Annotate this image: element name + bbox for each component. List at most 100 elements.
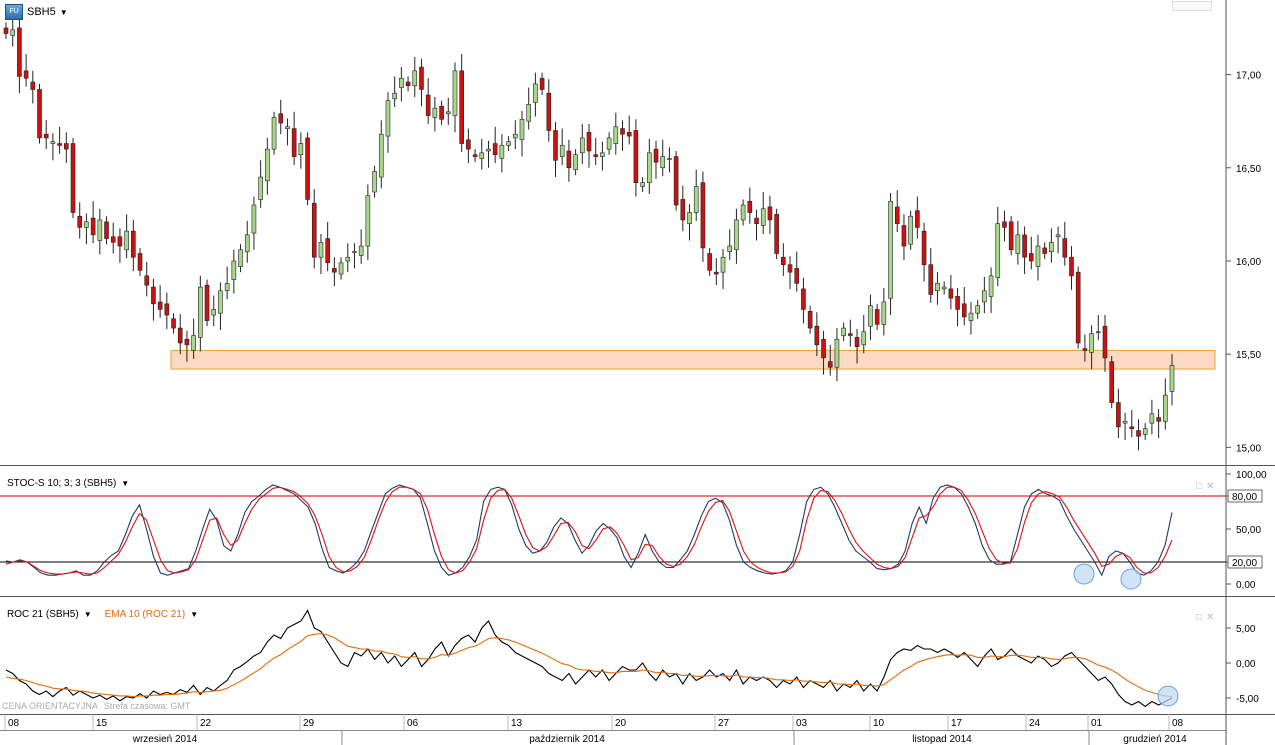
stoch-k-line — [5, 484, 1173, 577]
candle — [841, 322, 846, 342]
candle — [975, 300, 980, 319]
candle — [231, 249, 237, 294]
candle — [171, 313, 176, 334]
candle — [868, 294, 873, 341]
candle — [700, 171, 706, 262]
candle — [794, 251, 800, 292]
candle — [486, 140, 491, 168]
timezone-label: Strefa czasowa: GMT — [103, 701, 191, 711]
symbol-selector[interactable]: FU SBH5 ▼ — [5, 4, 68, 20]
chevron-down-icon[interactable]: ▼ — [83, 610, 92, 619]
candle — [177, 314, 183, 355]
roc-label-text[interactable]: ROC 21 (SBH5) — [7, 609, 79, 620]
candle — [298, 132, 304, 169]
candle — [961, 287, 967, 326]
roc-chart[interactable]: 5,00 0,00 -5,00 — [0, 597, 1275, 714]
candle — [1142, 423, 1148, 440]
candle — [1082, 334, 1088, 362]
close-icon[interactable]: ✕ — [1206, 481, 1215, 492]
candle — [258, 160, 263, 208]
close-icon[interactable]: ✕ — [1206, 612, 1215, 623]
candle — [807, 305, 813, 334]
candle — [332, 257, 337, 287]
candle — [955, 287, 960, 327]
stoch-tick-label: 50,00 — [1236, 525, 1261, 536]
candle — [338, 257, 344, 280]
candle — [432, 96, 438, 132]
stoch-label-text: STOC-S 10; 3; 3 (SBH5) — [7, 478, 117, 489]
candle — [767, 195, 773, 234]
candle — [131, 219, 136, 272]
candle — [680, 185, 686, 232]
candle — [928, 247, 934, 303]
candle — [57, 126, 62, 154]
candle — [70, 137, 76, 219]
candle — [385, 92, 391, 153]
candle — [445, 97, 451, 125]
candle — [64, 132, 69, 164]
candle — [1042, 242, 1047, 260]
candle — [17, 19, 22, 94]
x-day-label: 20 — [615, 718, 627, 729]
chevron-down-icon[interactable]: ▼ — [190, 610, 199, 619]
candle — [546, 79, 552, 142]
price-panel[interactable]: 17,00 16,50 16,00 15,50 15,00 FU SBH5 ▼ — [0, 0, 1275, 466]
candle — [848, 319, 853, 347]
price-tick-label: 16,50 — [1236, 164, 1261, 175]
candle — [325, 221, 330, 272]
candle — [667, 147, 672, 173]
candle — [43, 120, 49, 150]
x-day-label: 08 — [8, 718, 20, 729]
candle — [566, 139, 572, 182]
candle — [479, 138, 485, 170]
x-day-label: 24 — [1029, 718, 1041, 729]
price-tick-label: 15,00 — [1236, 443, 1261, 454]
candle — [251, 196, 257, 250]
x-day-label: 10 — [873, 718, 885, 729]
x-day-label: 08 — [1172, 718, 1184, 729]
x-day-label: 27 — [718, 718, 730, 729]
maximize-icon[interactable]: □ — [1196, 481, 1203, 492]
roc-panel[interactable]: 5,00 0,00 -5,00 ROC 21 (SBH5) ▼ EMA 10 (RO… — [0, 597, 1275, 714]
candle — [968, 301, 974, 335]
maximize-icon[interactable]: □ — [1196, 612, 1203, 623]
price-chart[interactable]: 17,00 16,50 16,00 15,50 15,00 — [0, 0, 1275, 466]
candle — [499, 134, 505, 173]
stoch-tick-label: 0,00 — [1236, 580, 1256, 591]
roc-tick-label: 0,00 — [1236, 659, 1256, 670]
candle — [760, 191, 766, 234]
candle — [861, 315, 867, 354]
candle — [191, 318, 196, 359]
candle — [613, 112, 619, 155]
candle — [452, 62, 458, 133]
stoch-d-line — [5, 486, 1173, 575]
top-right-input[interactable] — [1172, 1, 1212, 11]
ema-label-text[interactable]: EMA 10 (ROC 21) — [104, 609, 186, 620]
candle — [1049, 228, 1054, 263]
chevron-down-icon[interactable]: ▼ — [121, 479, 130, 488]
candle — [600, 141, 605, 171]
candle — [37, 83, 42, 144]
candle — [1156, 409, 1161, 439]
candle — [84, 213, 89, 245]
candle — [941, 281, 947, 295]
candle — [352, 243, 357, 269]
candle — [10, 15, 16, 47]
chevron-down-icon[interactable]: ▼ — [59, 7, 68, 17]
candle — [626, 115, 632, 145]
x-day-label: 13 — [511, 718, 523, 729]
candle — [533, 72, 538, 117]
candle — [358, 229, 364, 264]
candle — [948, 274, 954, 310]
candle — [781, 243, 786, 276]
candle — [439, 100, 444, 125]
candle — [137, 247, 143, 276]
candle — [1122, 412, 1128, 440]
candle — [673, 150, 679, 211]
candle — [50, 133, 56, 161]
candle — [1035, 234, 1041, 281]
candle — [647, 138, 652, 194]
stoch-indicator-label[interactable]: STOC-S 10; 3; 3 (SBH5) ▼ — [7, 478, 129, 489]
